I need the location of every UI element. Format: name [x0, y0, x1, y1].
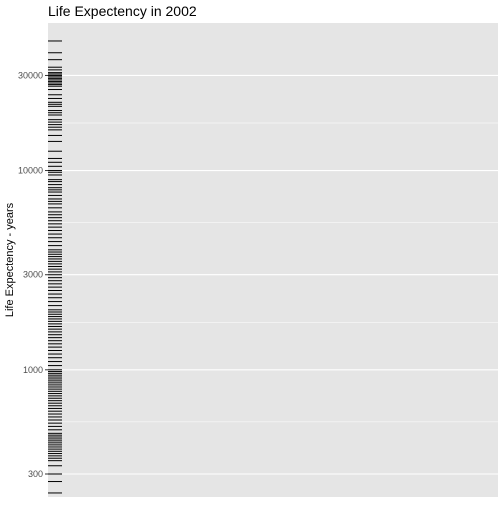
- y-tick-label-1: 1000: [23, 365, 43, 375]
- y-axis: 300 1000 3000 10000 30000: [18, 70, 48, 479]
- y-tick-label-0: 300: [28, 469, 43, 479]
- y-axis-label: Life Expectency - years: [4, 202, 16, 317]
- y-tick-label-4: 30000: [18, 70, 43, 80]
- y-tick-label-2: 3000: [23, 270, 43, 280]
- y-tick-label-3: 10000: [18, 166, 43, 176]
- major-gridlines: [48, 74, 498, 475]
- chart-title: Life Expectency in 2002: [48, 3, 197, 19]
- plot-panel: [48, 23, 498, 497]
- rug-marks: [48, 40, 62, 494]
- minor-gridlines: [48, 122, 498, 423]
